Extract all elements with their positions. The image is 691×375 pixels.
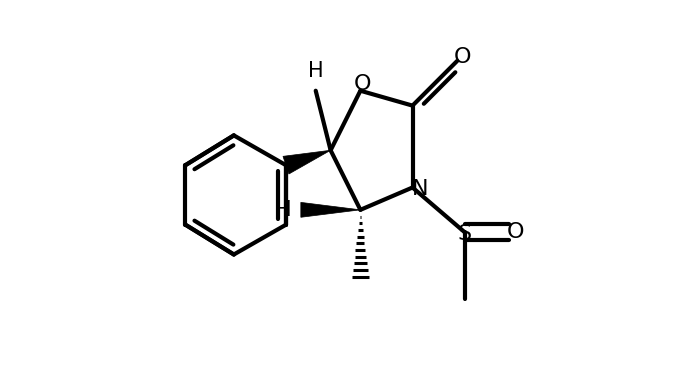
Text: O: O xyxy=(507,222,524,242)
Text: H: H xyxy=(276,200,292,220)
Text: O: O xyxy=(454,47,471,67)
Text: N: N xyxy=(412,179,428,200)
Polygon shape xyxy=(283,150,330,174)
Polygon shape xyxy=(301,202,361,217)
Text: S: S xyxy=(457,224,472,244)
Text: H: H xyxy=(308,62,323,81)
Text: O: O xyxy=(354,74,371,94)
